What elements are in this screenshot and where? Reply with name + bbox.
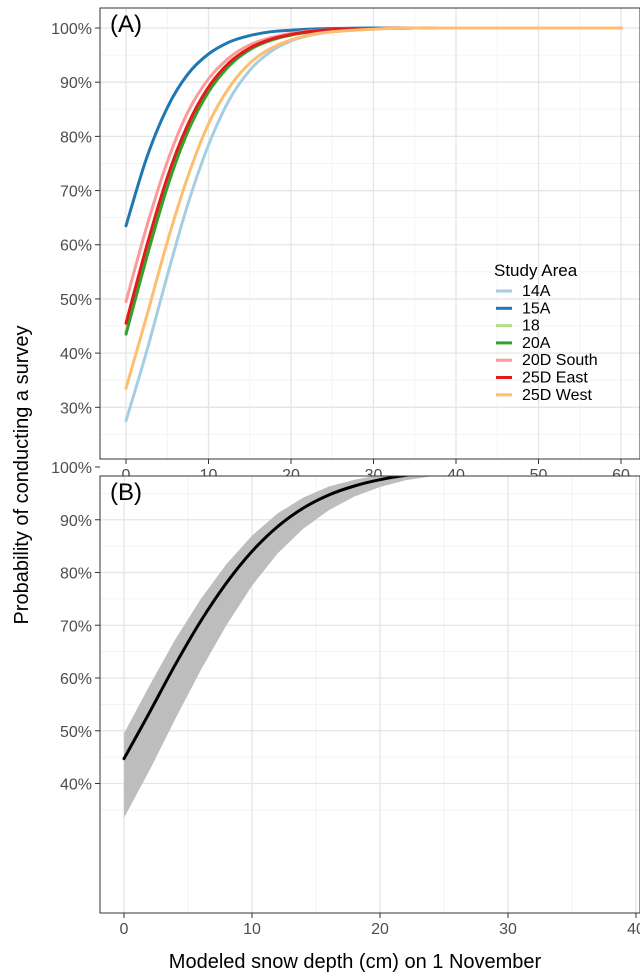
legend-label: 25D West	[522, 387, 593, 404]
y-tick-label: 80%	[60, 566, 92, 583]
legend-label: 14A	[522, 283, 551, 300]
legend-title: Study Area	[494, 261, 578, 280]
x-axis-title: Modeled snow depth (cm) on 1 November	[169, 951, 542, 973]
series-line-25d-west	[124, 26, 623, 390]
plot-background	[100, 476, 640, 913]
legend-label: 15A	[522, 300, 551, 317]
legend-label: 20D South	[522, 352, 598, 369]
plot-border	[99, 475, 640, 914]
x-tick-label: 30	[499, 921, 517, 938]
x-tick-label: 10	[243, 921, 261, 938]
panel-label: (B)	[110, 479, 142, 506]
gridlines	[100, 8, 640, 459]
y-tick-label: 80%	[60, 129, 92, 146]
x-tick-label: 20	[371, 921, 389, 938]
legend-label: 20A	[522, 335, 551, 352]
panel-b: 0 10 20 30 40 40% 50% 60% 70% 80% 90% 100% (B)	[51, 460, 640, 938]
plot-border	[99, 7, 640, 460]
y-tick-label: 60%	[60, 671, 92, 688]
y-tick-label: 70%	[60, 184, 92, 201]
y-tick-label: 40%	[60, 346, 92, 363]
x-tick-label: 0	[120, 921, 129, 938]
legend-label: 18	[522, 318, 540, 335]
series-line-fit	[122, 476, 414, 761]
y-tick-label: 70%	[60, 618, 92, 635]
series-group	[122, 476, 434, 818]
plot-background	[100, 8, 640, 459]
y-tick-label: 40%	[60, 777, 92, 794]
x-tick-label: 40	[627, 921, 640, 938]
gridlines	[100, 476, 640, 913]
y-axis-title: Probability of conducting a survey	[11, 325, 33, 624]
y-tick-label: 90%	[60, 513, 92, 530]
y-tick-label: 100%	[51, 460, 92, 477]
panel-label: (A)	[110, 11, 142, 38]
y-tick-label: 60%	[60, 238, 92, 255]
y-tick-label: 30%	[60, 400, 92, 417]
y-tick-label: 100%	[51, 21, 92, 38]
y-tick-label: 90%	[60, 75, 92, 92]
series-group	[124, 26, 623, 423]
y-tick-label: 50%	[60, 292, 92, 309]
legend-label: 25D East	[522, 370, 588, 387]
y-tick-label: 50%	[60, 724, 92, 741]
